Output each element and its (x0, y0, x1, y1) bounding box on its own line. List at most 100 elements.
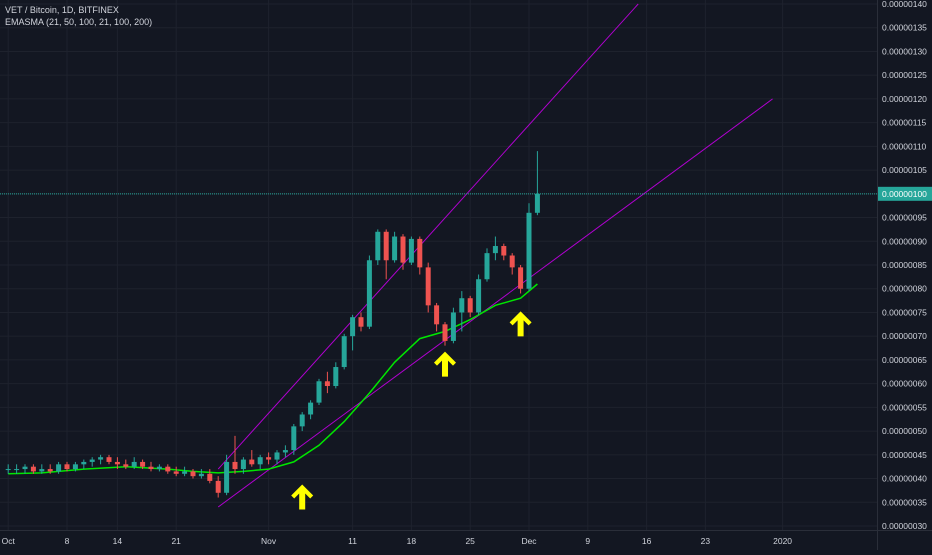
candle-body (518, 267, 523, 288)
candle-body (409, 239, 414, 263)
candle-body (81, 462, 86, 464)
x-tick-label: Oct (2, 536, 16, 546)
candle-body (417, 239, 422, 267)
candle (182, 467, 187, 476)
price-axis[interactable]: 0.000001400.000001350.000001300.00000125… (878, 0, 932, 550)
candle (342, 334, 347, 370)
candle-body (510, 256, 515, 268)
y-tick-label: 0.00000060 (882, 379, 927, 389)
candle-body (283, 450, 288, 452)
candle (359, 312, 364, 331)
y-tick-label: 0.00000095 (882, 213, 927, 223)
candle-body (434, 305, 439, 324)
candle-body (207, 474, 212, 481)
candle-body (56, 464, 61, 471)
x-tick-label: 16 (642, 536, 652, 546)
candle (468, 296, 473, 317)
y-tick-label: 0.00000055 (882, 402, 927, 412)
candle (149, 462, 154, 471)
x-tick-label: 18 (407, 536, 417, 546)
symbol-title[interactable]: VET / Bitcoin, 1D, BITFINEX (5, 4, 152, 16)
candle-body (451, 312, 456, 340)
chart-legend: VET / Bitcoin, 1D, BITFINEX EMASMA (21, … (5, 4, 152, 28)
y-tick-label: 0.00000045 (882, 450, 927, 460)
candle (333, 362, 338, 388)
candle-body (300, 414, 305, 426)
candle-body (501, 246, 506, 255)
candle-body (317, 381, 322, 402)
candle-body (426, 267, 431, 305)
x-tick-label: 8 (65, 536, 70, 546)
candle-body (468, 298, 473, 312)
candle (107, 455, 112, 464)
candle (459, 291, 464, 331)
candle (249, 450, 254, 467)
candle (375, 229, 380, 265)
candle-body (216, 481, 221, 493)
upper-channel-line (218, 4, 638, 469)
candle (165, 464, 170, 473)
candle-body (350, 317, 355, 336)
candle-body (90, 460, 95, 462)
candle-body (249, 460, 254, 465)
candle-body (31, 467, 36, 472)
candle-body (191, 471, 196, 476)
candle-body (443, 324, 448, 341)
candle-body (39, 469, 44, 471)
candle-body (476, 279, 481, 312)
candle (426, 263, 431, 313)
y-tick-label: 0.00000085 (882, 260, 927, 270)
y-tick-label: 0.00000070 (882, 331, 927, 341)
candle-body (392, 237, 397, 261)
y-tick-label: 0.00000080 (882, 284, 927, 294)
y-tick-label: 0.00000030 (882, 521, 927, 531)
candle (308, 400, 313, 419)
candle (207, 469, 212, 483)
candle-body (107, 457, 112, 462)
candle-body (149, 467, 154, 469)
y-tick-label: 0.00000035 (882, 497, 927, 507)
x-tick-label: 23 (701, 536, 711, 546)
candle (191, 469, 196, 478)
candle-body (266, 457, 271, 459)
current-price-label: 0.00000100 (882, 189, 927, 199)
candle (14, 464, 19, 473)
candle-body (233, 462, 238, 469)
y-tick-label: 0.00000135 (882, 23, 927, 33)
candle-body (65, 464, 70, 469)
candle (501, 244, 506, 261)
candle (199, 469, 204, 478)
candle (258, 455, 263, 469)
x-tick-label: Dec (521, 536, 537, 546)
candle-body (140, 462, 145, 467)
indicator-title[interactable]: EMASMA (21, 50, 100, 21, 100, 200) (5, 16, 152, 28)
candle-body (485, 253, 490, 279)
candle-body (401, 237, 406, 263)
candle-body (48, 469, 53, 471)
candle-body (493, 246, 498, 253)
candle-body (132, 462, 137, 467)
candle (283, 445, 288, 457)
candle-body (527, 213, 532, 289)
x-tick-label: Nov (261, 536, 277, 546)
candle-body (199, 474, 204, 476)
candle (216, 476, 221, 497)
lower-channel-line (218, 99, 772, 507)
candle (510, 253, 515, 274)
y-tick-label: 0.00000075 (882, 307, 927, 317)
candle-body (359, 317, 364, 326)
candle-body (224, 462, 229, 493)
y-tick-label: 0.00000050 (882, 426, 927, 436)
candle-body (115, 462, 120, 464)
candle (476, 274, 481, 314)
candle (174, 467, 179, 476)
candle (392, 232, 397, 263)
up-arrow-icon (291, 485, 313, 510)
candle-body (73, 464, 78, 469)
candle-body (165, 467, 170, 472)
candle (434, 303, 439, 331)
candle (123, 460, 128, 469)
